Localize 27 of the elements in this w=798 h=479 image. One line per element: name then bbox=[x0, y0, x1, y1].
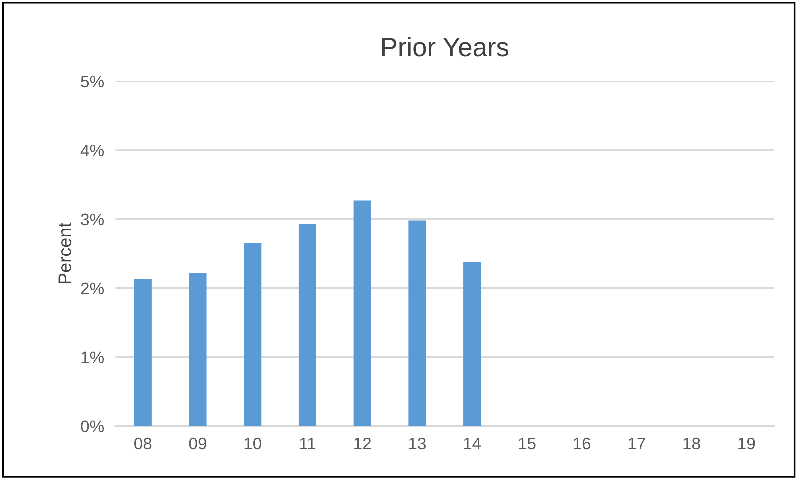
x-tick-label: 12 bbox=[354, 438, 372, 450]
chart-title: Prior Years bbox=[382, 37, 508, 57]
y-tick-label: 0% bbox=[81, 420, 104, 433]
bar bbox=[354, 200, 372, 426]
x-tick-label: 10 bbox=[244, 438, 262, 450]
bar bbox=[298, 224, 317, 426]
bar bbox=[134, 279, 152, 426]
x-tick-label: 19 bbox=[738, 438, 756, 450]
x-tick-label: 11 bbox=[300, 438, 316, 450]
x-tick-label: 09 bbox=[189, 438, 206, 450]
bar bbox=[408, 220, 426, 426]
bar bbox=[464, 262, 482, 426]
x-tick-label: 15 bbox=[519, 438, 536, 450]
y-tick-label: 3% bbox=[81, 214, 104, 226]
y-tick-label: 2% bbox=[81, 282, 104, 294]
x-tick-label: 16 bbox=[574, 438, 591, 450]
x-tick-label: 08 bbox=[134, 438, 152, 450]
x-tick-label: 13 bbox=[409, 438, 426, 450]
y-axis-title: Percent bbox=[58, 222, 72, 284]
bar bbox=[189, 273, 207, 426]
x-tick-label: 17 bbox=[628, 438, 646, 450]
y-tick-label: 5% bbox=[81, 76, 104, 88]
y-tick-label: 4% bbox=[80, 144, 104, 157]
bar bbox=[244, 244, 262, 426]
x-tick-label: 18 bbox=[684, 438, 700, 450]
y-tick-label: 1% bbox=[82, 352, 104, 364]
x-tick-label: 14 bbox=[464, 438, 482, 450]
